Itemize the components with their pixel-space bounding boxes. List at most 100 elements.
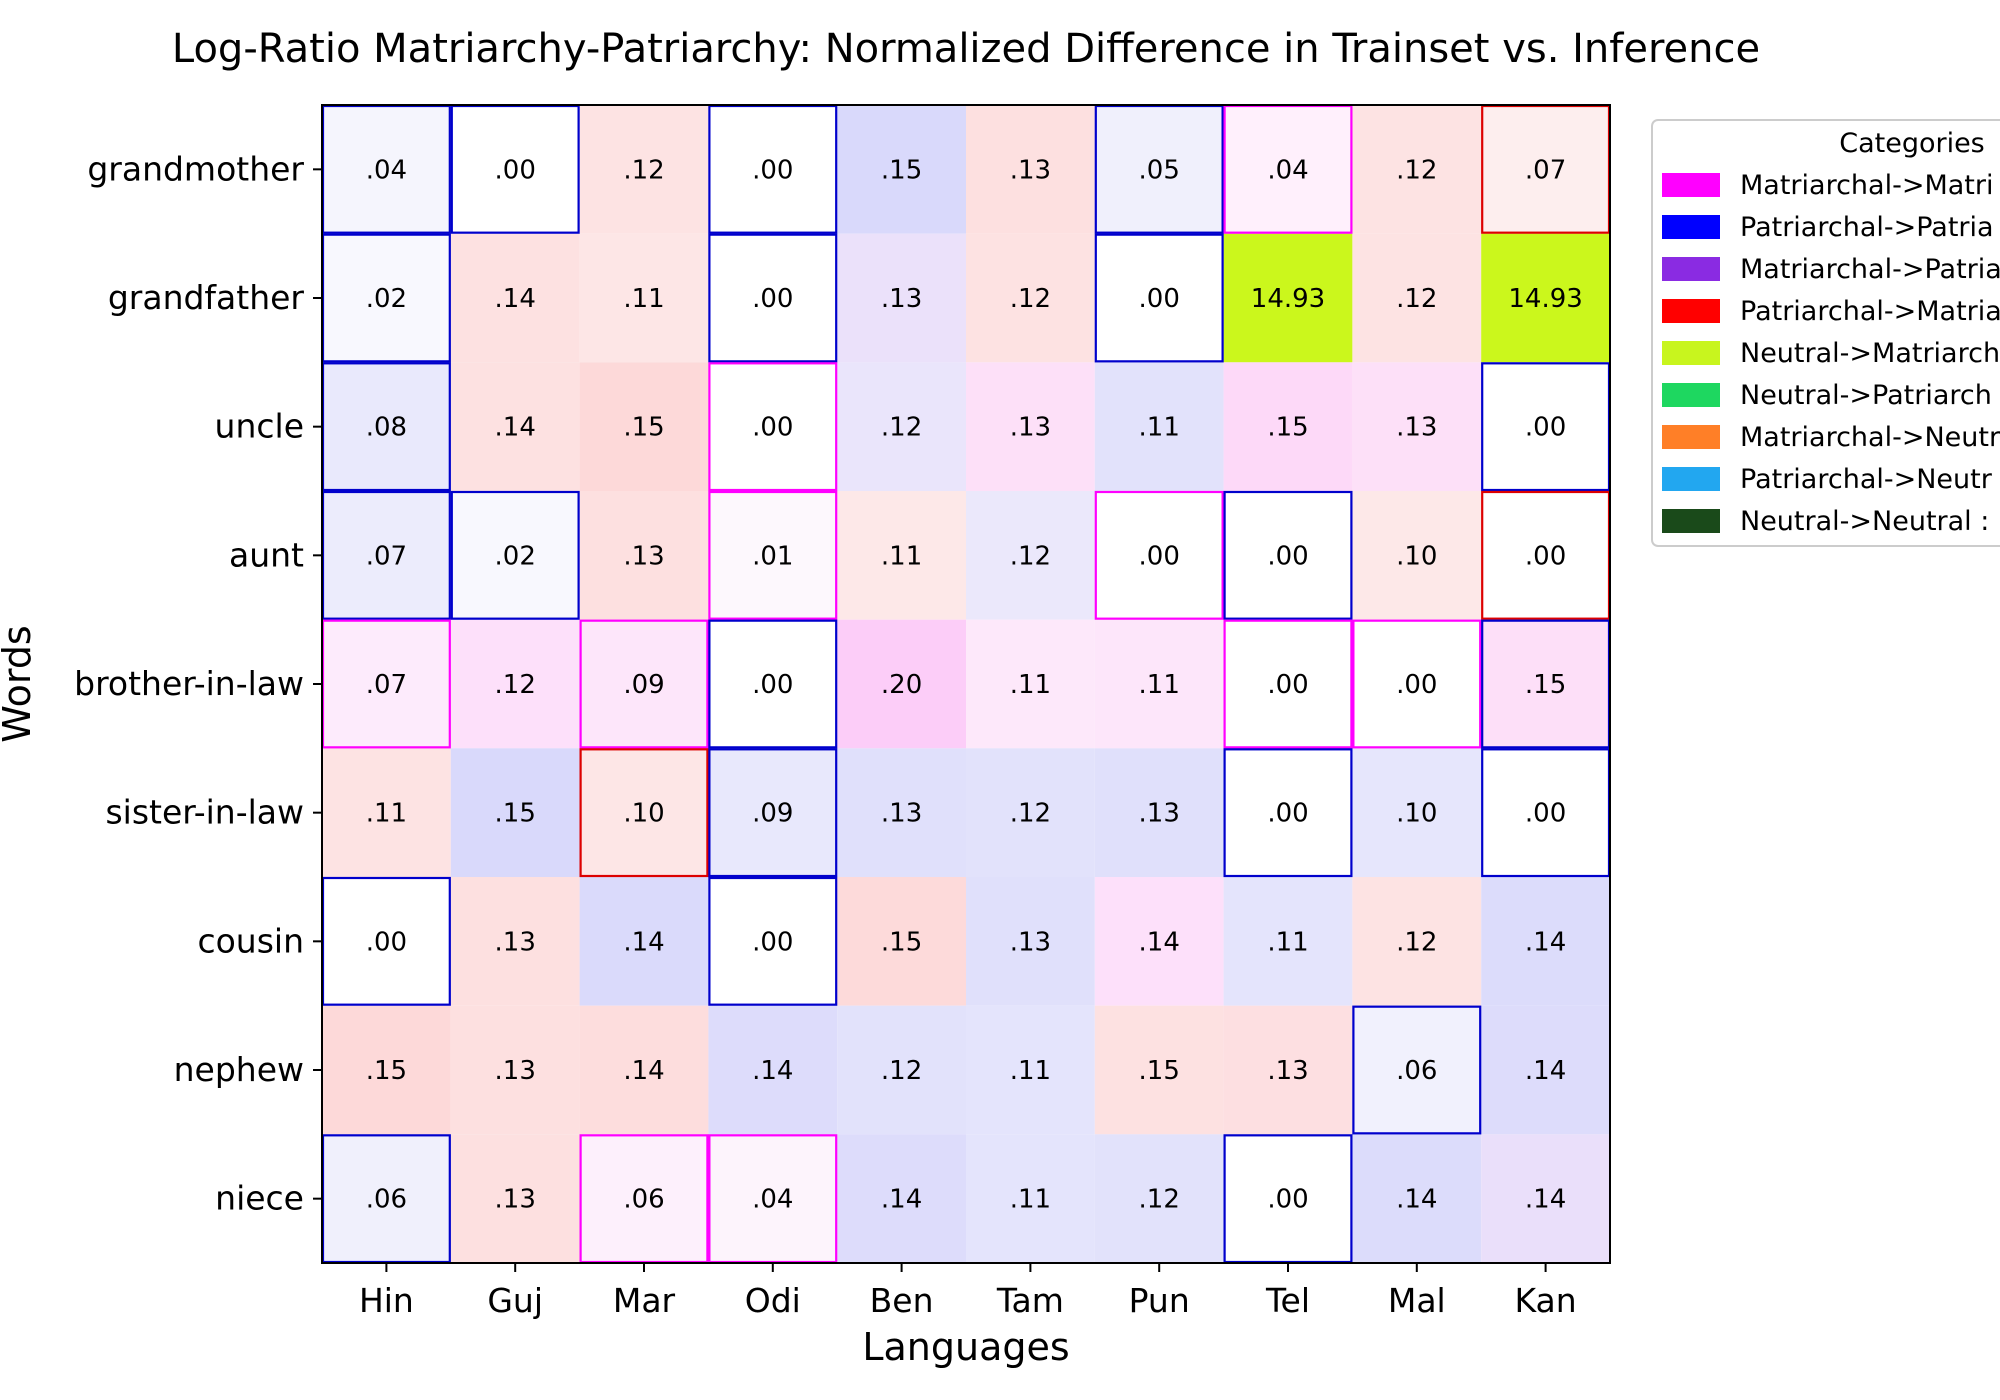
- heatmap-cell: [1352, 748, 1482, 877]
- legend-swatch: [1662, 425, 1720, 449]
- heatmap-cell: [1223, 1134, 1353, 1263]
- heatmap-cell: [1094, 233, 1224, 363]
- heatmap-cell-label: .13: [1010, 927, 1051, 957]
- heatmap-cell: [579, 619, 709, 749]
- x-tick-label: Tam: [996, 1281, 1064, 1320]
- heatmap-cell-label: .02: [366, 284, 407, 314]
- heatmap-cell-label: .11: [1010, 1056, 1051, 1086]
- heatmap-cell-label: .00: [1139, 541, 1180, 571]
- heatmap-cell: [450, 362, 580, 491]
- heatmap-cell: [1481, 748, 1610, 877]
- heatmap-cell-border: [1223, 490, 1353, 620]
- heatmap-cell-label: 14.93: [1251, 284, 1325, 314]
- heatmap-cell: [1352, 1005, 1482, 1135]
- heatmap-cell-label: .14: [1396, 1185, 1437, 1215]
- heatmap-cell-label: .13: [881, 284, 922, 314]
- heatmap-cell: [966, 105, 1095, 234]
- heatmap-cell: [1223, 1005, 1353, 1135]
- legend-entry-label: Neutral->Patriarch: [1740, 380, 1992, 411]
- heatmap-cell: [708, 877, 838, 1006]
- heatmap-cell-label: .13: [495, 1185, 536, 1215]
- y-axis-label: Words: [0, 625, 39, 742]
- heatmap-cell-label: .14: [495, 284, 536, 314]
- heatmap-cell: [1352, 233, 1482, 363]
- heatmap-cell: [837, 619, 966, 749]
- heatmap-cell: [1094, 105, 1224, 234]
- legend-swatch: [1662, 215, 1720, 239]
- heatmap-cell: [322, 1134, 451, 1263]
- heatmap-cell: [1481, 233, 1610, 363]
- heatmap-cell-label: .15: [1525, 670, 1566, 700]
- heatmap-cell-label: .14: [623, 927, 664, 957]
- heatmap-cell-label: .10: [623, 799, 664, 829]
- heatmap-cell: [579, 1005, 709, 1135]
- heatmap-cell-label: .13: [623, 541, 664, 571]
- heatmap-cell: [708, 748, 838, 877]
- heatmap-cells: [322, 105, 1610, 1263]
- heatmap-cell: [1352, 1134, 1482, 1263]
- heatmap-cell-border: [1094, 233, 1224, 363]
- legend-swatch: [1662, 173, 1720, 197]
- y-tick-label: sister-in-law: [105, 793, 304, 832]
- heatmap-cell: [450, 1005, 580, 1135]
- heatmap-cell-label: .00: [495, 155, 536, 185]
- y-tick-label: aunt: [229, 535, 304, 574]
- heatmap-cell-border: [1352, 619, 1482, 749]
- heatmap-cell-label: .00: [1267, 1185, 1308, 1215]
- heatmap-cell-label: .11: [366, 799, 407, 829]
- heatmap-cell: [966, 877, 1095, 1006]
- heatmap-cell-label: .06: [623, 1185, 664, 1215]
- y-tick-label: niece: [215, 1179, 304, 1218]
- heatmap-cell-label: .00: [366, 927, 407, 957]
- heatmap-cell: [837, 362, 966, 491]
- heatmap-cell: [322, 877, 451, 1006]
- heatmap-cell: [1352, 877, 1482, 1006]
- legend-swatch: [1662, 341, 1720, 365]
- legend-swatch: [1662, 257, 1720, 281]
- heatmap-cell-label: 14.93: [1508, 284, 1582, 314]
- heatmap-cell: [1094, 1134, 1224, 1263]
- heatmap-cell: [1223, 491, 1353, 620]
- heatmap-cell-label: .12: [1396, 284, 1437, 314]
- heatmap-cell: [450, 877, 580, 1006]
- heatmap-cell-label: .12: [495, 670, 536, 700]
- heatmap-cell: [1223, 619, 1353, 749]
- x-tick-label: Pun: [1129, 1281, 1190, 1320]
- heatmap-cell: [579, 362, 709, 491]
- heatmap-cell-label: .15: [1139, 1056, 1180, 1086]
- heatmap-cell: [1481, 1134, 1610, 1263]
- heatmap-cell: [322, 233, 451, 363]
- y-tick-label: nephew: [174, 1050, 304, 1089]
- heatmap-cell-label: .00: [1267, 799, 1308, 829]
- heatmap-cell-label: .20: [881, 670, 922, 700]
- heatmap-cell-label: .15: [366, 1056, 407, 1086]
- heatmap-cell: [579, 233, 709, 363]
- heatmap-cell-label: .10: [1396, 541, 1437, 571]
- legend-entry-label: Matriarchal->Neutr: [1740, 422, 2000, 453]
- heatmap-cell: [322, 105, 451, 234]
- heatmap-cell-label: .11: [1139, 413, 1180, 443]
- heatmap-cell-border: [450, 490, 580, 620]
- heatmap-cell: [1094, 362, 1224, 491]
- heatmap-cell: [1481, 877, 1610, 1006]
- heatmap-cell: [966, 748, 1095, 877]
- heatmap-cell-label: .00: [752, 670, 793, 700]
- heatmap-cell: [837, 233, 966, 363]
- heatmap-cell-label: .13: [1139, 799, 1180, 829]
- heatmap-cell-label: .14: [623, 1056, 664, 1086]
- heatmap-cell: [579, 877, 709, 1006]
- heatmap-cell: [708, 1005, 838, 1135]
- heatmap-cell-label: .12: [1010, 799, 1051, 829]
- heatmap-cell-label: .00: [1267, 670, 1308, 700]
- heatmap-cell: [322, 362, 451, 491]
- heatmap-cell-label: .15: [623, 413, 664, 443]
- heatmap-cell-labels: .04 .00 .12 .00 .15 .13 .05 .04 .12 .07 .02 .14 .11.…: [366, 155, 1583, 1214]
- x-tick-label: Kan: [1514, 1281, 1576, 1320]
- heatmap-cell: [966, 1005, 1095, 1135]
- heatmap-cell-label: .07: [366, 670, 407, 700]
- heatmap-cell: [1094, 491, 1224, 620]
- heatmap-cell-label: .12: [1010, 284, 1051, 314]
- x-tick-label: Hin: [359, 1281, 414, 1320]
- legend-entry-label: Matriarchal->Patria: [1740, 254, 2000, 285]
- legend-entry-label: Patriarchal->Matria: [1740, 296, 2000, 327]
